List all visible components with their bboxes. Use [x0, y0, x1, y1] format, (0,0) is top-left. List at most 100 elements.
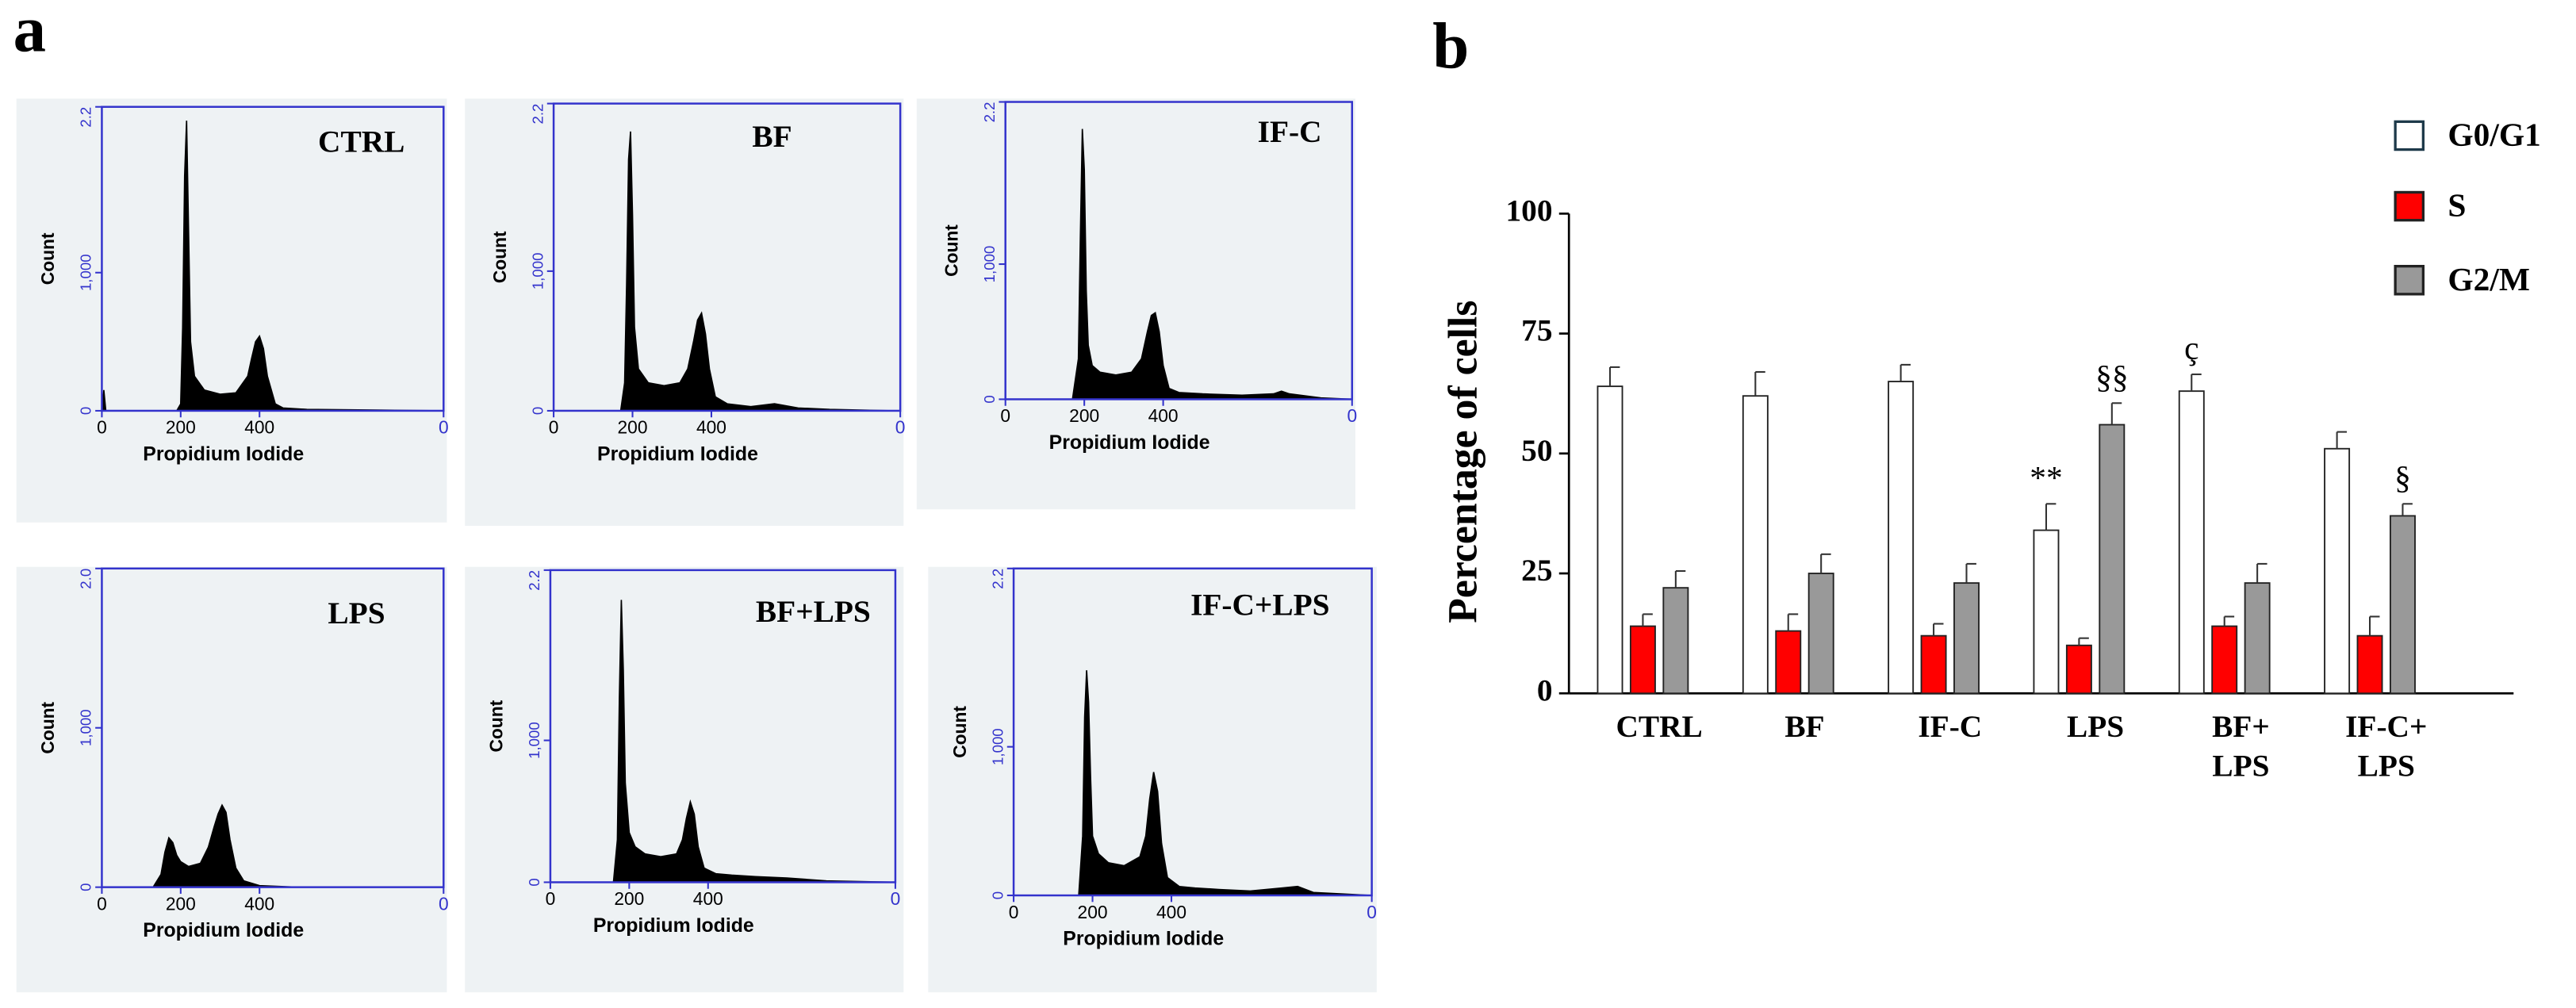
bar [2065, 644, 2092, 695]
x-tick-label: 200 [618, 417, 648, 438]
y-axis-label: Count [489, 231, 510, 283]
y-tick-label: 2.2 [989, 569, 1006, 589]
y-tick-label: 1,000 [529, 253, 546, 290]
y-tick-label: 2.2 [526, 570, 542, 591]
x-tick-label: BF+ LPS [2212, 709, 2270, 784]
x-tick-label: 400 [244, 417, 274, 438]
x-tick-label: LPS [2067, 709, 2124, 744]
legend-label: G0/G1 [2448, 117, 2540, 153]
histogram-fill [102, 805, 444, 887]
bar [2389, 515, 2416, 695]
annotation: § [2394, 459, 2411, 496]
bar [2244, 582, 2271, 695]
x-tick-label: IF-C [1918, 709, 1982, 744]
plot-frame [101, 105, 445, 412]
x-axis-label: Propidium Iodide [597, 443, 758, 465]
y-tick-label: 2.2 [78, 107, 94, 128]
bar [2211, 625, 2238, 695]
x-tick-label: 0 [97, 893, 107, 914]
annotation: ** [2030, 459, 2062, 496]
bar [1807, 573, 1834, 695]
y-tick-label: 50 [1521, 433, 1552, 468]
y-tick-label: 2.2 [529, 104, 546, 125]
x-tick-label: 0 [546, 888, 556, 909]
y-tick-label: 0 [981, 395, 998, 403]
x-tick-label: IF-C+ LPS [2345, 709, 2427, 784]
bar [1775, 630, 1802, 695]
y-tick-label: 25 [1521, 553, 1552, 588]
y-tick-label: 0 [526, 878, 542, 886]
y-axis-label: Count [37, 232, 58, 285]
sample-label: IF-C [1258, 114, 1322, 149]
sample-label: BF [752, 119, 792, 154]
sample-label: BF+LPS [756, 594, 871, 629]
x-tick-label: 400 [1148, 405, 1179, 426]
x-tick-label: 400 [696, 417, 726, 438]
y-tick-label: 0 [78, 407, 94, 415]
histogram-fill [102, 121, 441, 411]
bar [2099, 424, 2126, 695]
histogram [1005, 128, 1352, 401]
y-tick-label: 1,000 [989, 728, 1006, 765]
bar [1888, 381, 1915, 695]
sample-label: CTRL [318, 124, 404, 159]
x-tick-label: 400 [244, 893, 274, 914]
bar [1597, 385, 1623, 695]
x-tick-label: 0 [439, 417, 449, 438]
x-tick-label: 400 [693, 888, 723, 909]
y-tick-label: 75 [1521, 313, 1552, 348]
panel-background [465, 98, 904, 526]
panel-background [16, 98, 447, 523]
x-tick-label: 0 [1000, 405, 1010, 426]
histogram-fill [1014, 670, 1372, 896]
plot-frame [552, 102, 902, 412]
histogram [101, 121, 441, 412]
bar [2356, 634, 2383, 695]
x-tick-label: 0 [1367, 902, 1377, 922]
x-axis-label: Propidium Iodide [1063, 929, 1224, 950]
annotation: §§ [2095, 358, 2128, 395]
y-tick-label: 100 [1505, 193, 1552, 228]
x-tick-label: 200 [614, 888, 644, 909]
x-tick-label: BF [1784, 709, 1824, 744]
y-axis-label: Count [941, 224, 961, 277]
x-axis-label: Propidium Iodide [593, 915, 754, 937]
y-tick-label: 0 [1537, 673, 1553, 707]
sample-label: IF-C+LPS [1190, 588, 1329, 623]
y-axis-label: Percentage of cells [1441, 301, 1486, 623]
x-tick-label: 200 [166, 417, 196, 438]
y-axis-label: Count [486, 699, 507, 752]
plot-frame [1004, 101, 1354, 401]
histogram [102, 803, 444, 888]
panel-label: a [13, 0, 46, 66]
bar [1953, 582, 1980, 695]
bar [1920, 634, 1947, 695]
histogram [1014, 670, 1372, 896]
legend-label: S [2448, 187, 2466, 224]
y-tick-label: 2.0 [78, 569, 94, 589]
y-tick-label: 2.2 [981, 102, 998, 123]
bar [2033, 529, 2060, 695]
bar [1629, 625, 1656, 695]
panel-background [465, 566, 904, 993]
legend-label: G2/M [2448, 261, 2530, 297]
bar [1742, 395, 1769, 695]
y-tick-label: 0 [78, 883, 94, 891]
x-tick-label: 200 [1069, 405, 1099, 426]
plot-frame [1012, 567, 1373, 897]
panel-label: b [1432, 9, 1469, 82]
bar [2178, 390, 2205, 695]
x-tick-label: 200 [166, 893, 196, 914]
bar [2324, 447, 2351, 695]
x-tick-label: 200 [1078, 902, 1108, 922]
histogram [550, 600, 895, 883]
x-tick-label: 0 [97, 417, 107, 438]
y-tick-label: 0 [529, 407, 546, 415]
panel-background [916, 98, 1355, 510]
y-tick-label: 1,000 [981, 246, 998, 283]
x-tick-label: 0 [1009, 902, 1019, 922]
sample-label: LPS [328, 596, 385, 630]
histogram [554, 131, 893, 412]
y-tick-label: 1,000 [526, 722, 542, 759]
